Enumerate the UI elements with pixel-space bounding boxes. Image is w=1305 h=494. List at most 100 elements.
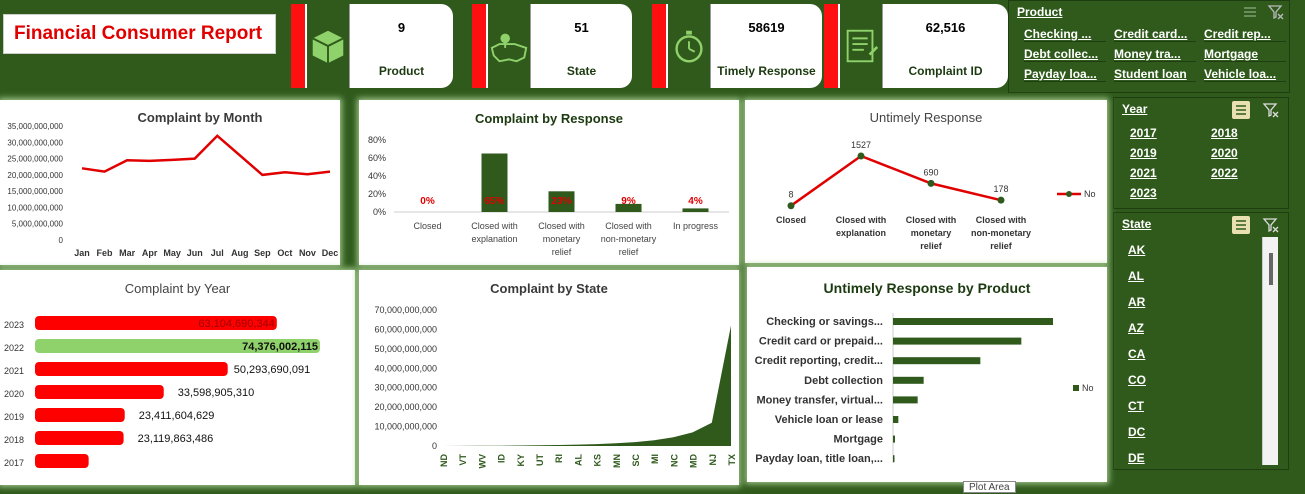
slicer-item-state[interactable]: CT [1128, 399, 1144, 413]
slicer-item-state[interactable]: CO [1128, 373, 1146, 387]
x-tick-label: relief [920, 241, 943, 251]
bar [35, 431, 124, 445]
slicer-item-product[interactable]: Mortgage [1204, 47, 1286, 62]
complaint-by-response-panel[interactable]: Complaint by Response 0% 20% 40% 60% 80% 0% Cl… [359, 100, 739, 265]
slicer-item-year[interactable]: 2020 [1211, 146, 1238, 160]
legend-marker [1073, 385, 1079, 391]
kpi-label: Complaint ID [908, 64, 983, 78]
slicer-item-product[interactable]: Checking ... [1024, 27, 1106, 42]
bar [615, 203, 642, 212]
report-title: Financial Consumer Report [14, 23, 263, 44]
chart-title: Complaint by Year [124, 281, 231, 296]
complaint-by-month-panel[interactable]: Complaint by Month 0 5,000,000,000 10,000,… [0, 100, 340, 265]
kpi-card-product: 9 Product [291, 4, 453, 88]
x-tick-label: Oct [277, 248, 292, 258]
legend-label: No [1082, 383, 1094, 393]
product-slicer[interactable]: Product Checking ... Credit card... Credit… [1008, 0, 1290, 93]
chart-title: Complaint by Month [137, 110, 263, 125]
x-tick-label: ID [497, 453, 507, 463]
multi-select-icon[interactable] [1232, 101, 1250, 119]
document-icon [838, 4, 882, 88]
report-title-box: Financial Consumer Report [3, 14, 276, 54]
data-point [857, 152, 865, 160]
kpi-value: 9 [397, 20, 406, 35]
y-tick-label: 70,000,000,000 [374, 305, 437, 315]
slicer-item-state[interactable]: AK [1128, 243, 1146, 257]
data-label: 50,293,690,091 [234, 364, 310, 376]
slicer-item-state[interactable]: AZ [1128, 321, 1144, 335]
x-tick-label: Nov [299, 248, 316, 258]
x-tick-label: Dec [322, 248, 339, 258]
slicer-item-year[interactable]: 2023 [1130, 186, 1157, 200]
x-tick-label: relief [619, 247, 639, 257]
kpi-accent [472, 4, 486, 88]
slicer-item-state[interactable]: DE [1128, 451, 1145, 465]
complaint-by-year-panel[interactable]: Complaint by Year 2023 63,104,690,344 2022… [0, 270, 355, 485]
slicer-item-year[interactable]: 2021 [1130, 166, 1157, 180]
x-tick-label: Sep [254, 248, 271, 258]
slicer-item-year[interactable]: 2017 [1130, 126, 1157, 140]
slicer-item-year[interactable]: 2018 [1211, 126, 1238, 140]
untimely-response-panel[interactable]: Untimely Response 8 1527 690 178 Closed Close… [745, 100, 1107, 263]
bar [35, 362, 228, 376]
y-tick-label: 0% [373, 207, 386, 217]
clear-filter-icon[interactable] [1262, 216, 1280, 234]
y-tick-label: Credit card or prepaid... [759, 336, 883, 348]
bar [548, 191, 575, 212]
x-tick-label: explanation [471, 234, 517, 244]
x-tick-label: relief [552, 247, 572, 257]
y-tick-label: 10,000,000,000 [7, 203, 63, 212]
slicer-title: State [1122, 217, 1152, 231]
slicer-item-state[interactable]: AR [1128, 295, 1146, 309]
slicer-item-state[interactable]: AL [1128, 269, 1144, 283]
year-slicer[interactable]: Year 2017 2018 2019 2020 2021 2022 2023 [1113, 97, 1289, 209]
stopwatch-icon [666, 4, 710, 88]
multi-select-icon[interactable] [1232, 216, 1250, 234]
x-tick-label: NJ [708, 454, 718, 466]
slicer-title: Product [1017, 5, 1063, 19]
slicer-item-state[interactable]: CA [1128, 347, 1146, 361]
slicer-item-year[interactable]: 2022 [1211, 166, 1238, 180]
y-tick-label: 80% [368, 135, 386, 145]
legend-marker [1066, 191, 1072, 197]
data-label: 4% [688, 196, 703, 207]
x-tick-label: monetary [543, 234, 581, 244]
x-tick-label: KY [516, 454, 526, 467]
clear-filter-icon[interactable] [1267, 3, 1285, 21]
slicer-item-product[interactable]: Credit rep... [1204, 27, 1286, 42]
bar [35, 454, 89, 468]
slicer-item-product[interactable]: Debt collec... [1024, 47, 1106, 62]
complaint-by-state-panel[interactable]: Complaint by State 0 10,000,000,000 20,000… [359, 270, 739, 485]
state-slicer[interactable]: State AK AL AR AZ CA CO CT DC DE [1113, 212, 1289, 470]
multi-select-icon[interactable] [1241, 3, 1259, 21]
x-tick-label: VT [458, 454, 468, 466]
x-tick-label: non-monetary [601, 234, 657, 244]
kpi-value: 51 [574, 20, 589, 35]
complaint-by-state-chart: 0 10,000,000,000 20,000,000,000 30,000,000,… [374, 305, 737, 469]
untimely-by-product-panel[interactable]: Untimely Response by Product Checking or… [747, 267, 1107, 482]
y-tick-label: 30,000,000,000 [7, 138, 63, 147]
bar [893, 435, 895, 443]
slicer-item-product[interactable]: Student loan [1114, 67, 1196, 82]
x-tick-label: Apr [142, 248, 158, 258]
bar [35, 316, 277, 330]
y-tick-label: 60% [368, 153, 386, 163]
slicer-item-product[interactable]: Credit card... [1114, 27, 1196, 42]
slicer-item-product[interactable]: Money tra... [1114, 47, 1196, 62]
slicer-item-product[interactable]: Vehicle loa... [1204, 67, 1286, 82]
x-tick-label: explanation [836, 228, 886, 238]
slicer-item-product[interactable]: Payday loa... [1024, 67, 1106, 82]
series-line [81, 134, 331, 177]
bar [35, 339, 320, 353]
slicer-item-state[interactable]: DC [1128, 425, 1146, 439]
clear-filter-icon[interactable] [1262, 101, 1280, 119]
kpi-card-timely-response: 58619 Timely Response [652, 4, 822, 88]
bar [893, 376, 924, 384]
slicer-item-year[interactable]: 2019 [1130, 146, 1157, 160]
x-tick-label: monetary [911, 228, 952, 238]
x-tick-label: In progress [673, 221, 719, 231]
scrollbar[interactable] [1262, 237, 1278, 465]
y-tick-label: 15,000,000,000 [7, 187, 63, 196]
x-tick-label: May [163, 248, 181, 258]
scrollbar-thumb[interactable] [1269, 253, 1273, 285]
